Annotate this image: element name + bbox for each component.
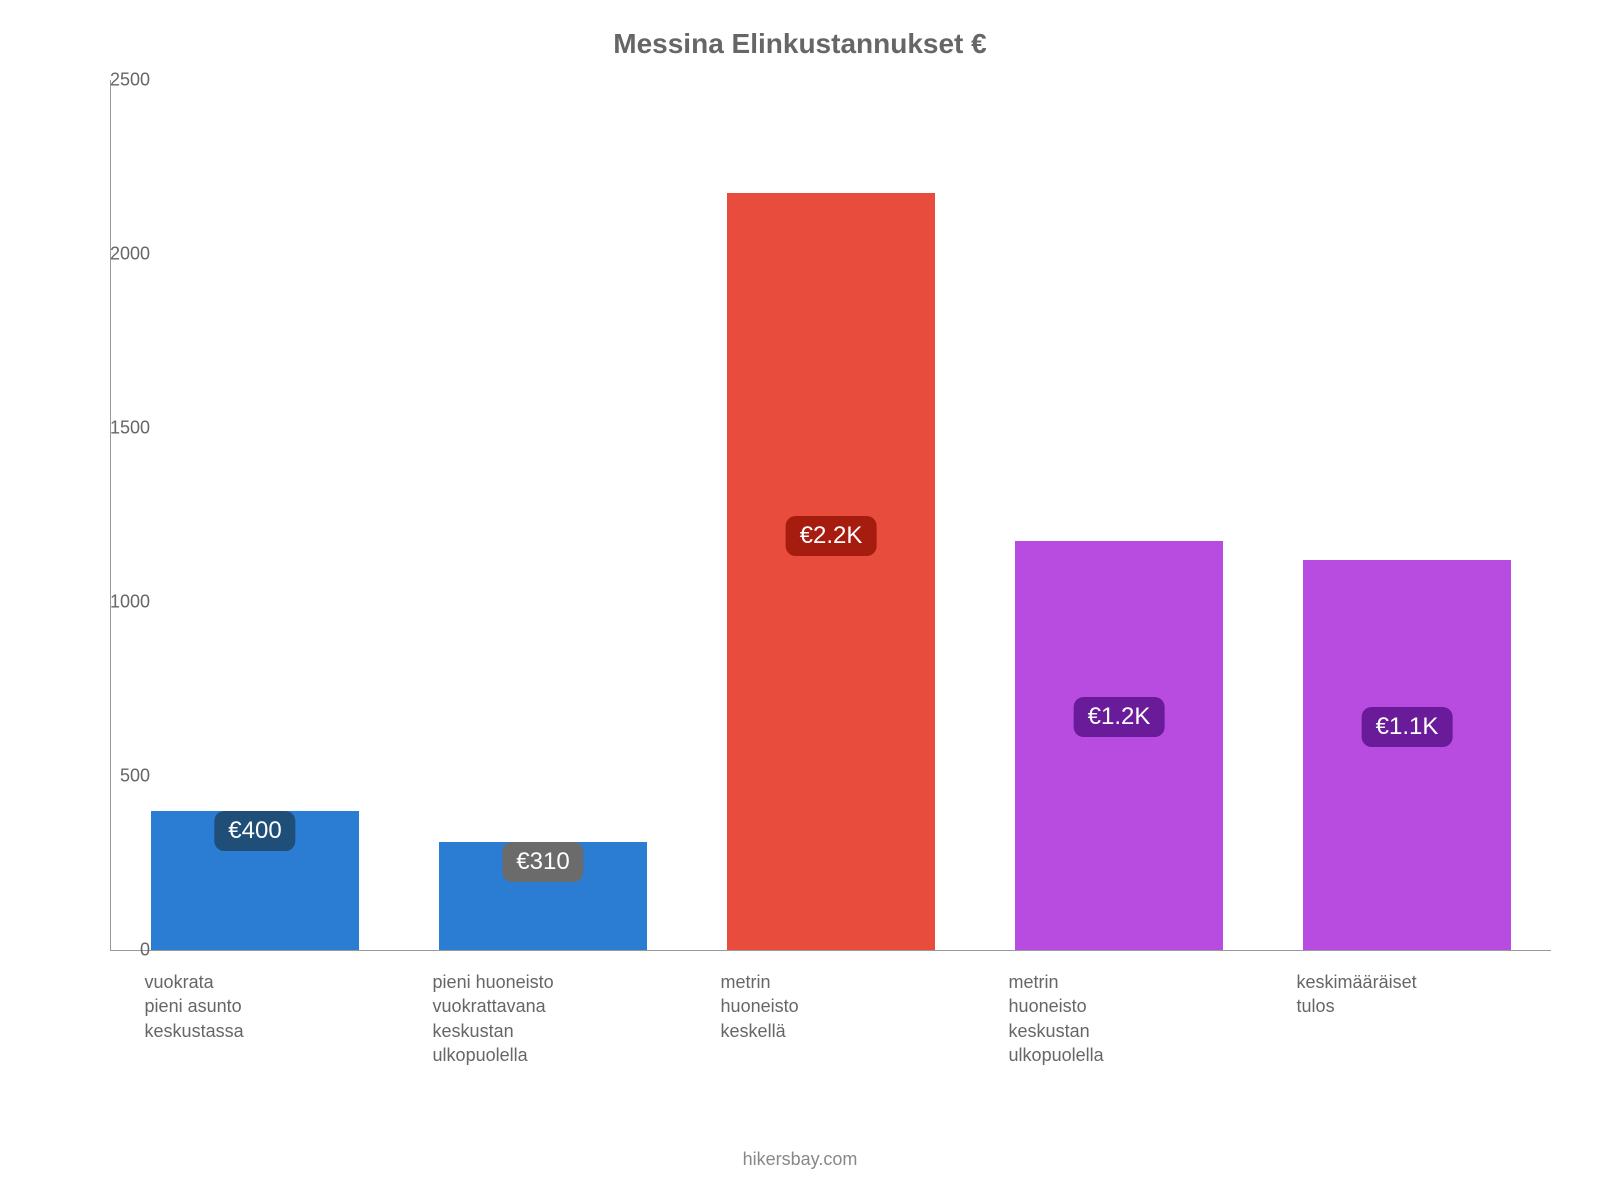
x-axis-label: vuokrata pieni asunto keskustassa [145,970,390,1043]
y-tick-label: 2500 [70,70,150,91]
value-badge: €400 [214,811,295,851]
x-axis-label: metrin huoneisto keskustan ulkopuolella [1009,970,1254,1067]
bar: €400 [151,811,358,950]
bar: €310 [439,842,646,950]
value-badge: €1.1K [1362,707,1453,747]
value-badge: €1.2K [1074,697,1165,737]
y-tick-label: 2000 [70,244,150,265]
chart-container: Messina Elinkustannukset € €400 €310 €2.2K… [0,0,1600,1200]
plot-area: €400 €310 €2.2K €1.2K €1.1K [110,80,1551,951]
y-tick-label: 1500 [70,418,150,439]
bar: €2.2K [727,193,934,950]
y-tick-label: 1000 [70,592,150,613]
chart-title: Messina Elinkustannukset € [0,28,1600,60]
bar: €1.1K [1303,560,1510,950]
bar: €1.2K [1015,541,1222,950]
value-badge: €310 [502,842,583,882]
value-badge: €2.2K [786,516,877,556]
x-axis-label: keskimääräiset tulos [1297,970,1542,1019]
attribution-text: hikersbay.com [0,1149,1600,1170]
x-axis-label: pieni huoneisto vuokrattavana keskustan … [433,970,678,1067]
y-tick-label: 500 [70,766,150,787]
y-tick-label: 0 [70,940,150,961]
x-axis-label: metrin huoneisto keskellä [721,970,966,1043]
